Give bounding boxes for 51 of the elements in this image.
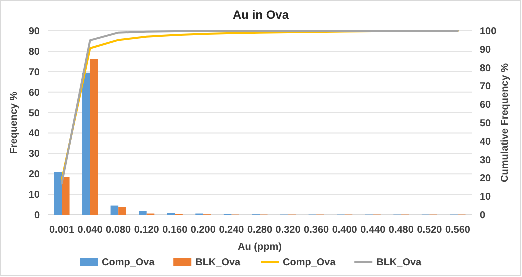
x-tick-label: 0.080 <box>106 225 132 236</box>
legend-label: BLK_Ova <box>196 258 242 268</box>
x-tick-label: 0.200 <box>190 225 216 236</box>
y2-tick-label: 10 <box>480 192 492 204</box>
y2-tick-label: 80 <box>480 63 492 74</box>
y2-axis-title: Cumulative Frequency % <box>500 63 511 182</box>
x-tick-label: 0.480 <box>388 225 414 236</box>
y2-tick-label: 40 <box>480 136 492 148</box>
y2-tick-label: 0 <box>480 210 486 222</box>
bar <box>82 72 90 215</box>
y-tick-label: 80 <box>28 46 40 58</box>
y-tick-label: 20 <box>28 170 40 181</box>
legend-label: BLK_Ova <box>376 258 422 268</box>
legend-label: Comp_Ova <box>283 258 336 268</box>
y-tick-label: 70 <box>28 67 40 78</box>
x-tick-label: 0.560 <box>445 225 471 236</box>
bar <box>118 207 126 215</box>
bar <box>54 172 62 215</box>
y2-tick-label: 100 <box>480 26 498 38</box>
x-tick-label: 0.520 <box>417 225 443 236</box>
y-tick-label: 40 <box>28 128 40 140</box>
chart-title: Au in Ova <box>232 8 290 22</box>
bar <box>139 211 147 215</box>
x-tick-label: 0.360 <box>304 225 330 236</box>
x-tick-label: 0.160 <box>162 225 188 236</box>
y-tick-label: 10 <box>28 190 40 202</box>
y2-tick-label: 50 <box>480 118 492 130</box>
legend-label: Comp_Ova <box>102 258 156 268</box>
y-tick-label: 0 <box>34 210 40 222</box>
x-tick-label: 0.001 <box>49 225 75 236</box>
y2-tick-label: 30 <box>480 155 492 166</box>
y-tick-label: 60 <box>28 88 40 99</box>
x-tick-label: 0.120 <box>134 225 160 236</box>
x-tick-label: 0.320 <box>276 225 302 236</box>
x-tick-label: 0.280 <box>247 225 273 236</box>
y2-tick-label: 20 <box>480 174 492 185</box>
bar <box>62 177 70 215</box>
bar <box>90 59 98 215</box>
y2-tick-label: 90 <box>480 44 492 56</box>
y-tick-label: 90 <box>28 26 40 38</box>
x-tick-label: 0.400 <box>332 225 358 236</box>
y-tick-label: 50 <box>28 108 40 120</box>
y-tick-label: 30 <box>28 149 40 160</box>
y2-tick-label: 70 <box>480 82 492 93</box>
x-tick-label: 0.440 <box>360 225 386 236</box>
x-tick-label: 0.040 <box>78 225 104 236</box>
x-axis-title: Au (ppm) <box>238 242 282 253</box>
bar <box>110 206 119 215</box>
y-axis-title: Frequency % <box>9 92 20 154</box>
x-tick-label: 0.240 <box>219 225 245 236</box>
y2-tick-label: 60 <box>480 100 492 112</box>
